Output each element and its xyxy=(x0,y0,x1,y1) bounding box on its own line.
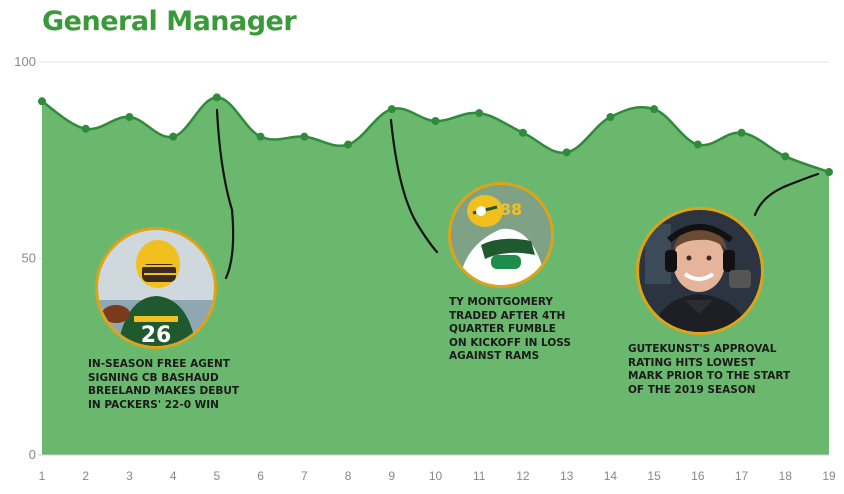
area-fill xyxy=(42,97,829,456)
breeland-photo: 26 xyxy=(95,227,217,349)
x-tick-label: 13 xyxy=(560,469,574,483)
data-point xyxy=(431,116,440,125)
x-tick-label: 1 xyxy=(39,469,46,483)
data-point xyxy=(300,132,309,141)
annotation-line: QUARTER FUMBLE xyxy=(449,323,556,335)
gm-illustration xyxy=(639,210,761,332)
x-tick-label: 8 xyxy=(345,469,352,483)
x-tick-label: 10 xyxy=(429,469,443,483)
gutekunst-photo xyxy=(636,207,764,335)
montgomery-photo: 88 xyxy=(448,182,554,288)
data-point xyxy=(125,113,134,122)
x-tick-label: 3 xyxy=(126,469,133,483)
y-tick-label: 50 xyxy=(22,251,36,266)
annotation-line: IN-SEASON FREE AGENT xyxy=(88,358,230,370)
data-point xyxy=(387,105,396,114)
data-point xyxy=(475,109,484,118)
data-point xyxy=(212,93,221,102)
annotation-line: IN PACKERS' 22-0 WIN xyxy=(88,398,219,411)
data-point xyxy=(256,132,265,141)
y-tick-label: 100 xyxy=(14,54,36,69)
data-point xyxy=(606,113,615,122)
annotation-breeland: IN-SEASON FREE AGENT SIGNING CB BASHAUD … xyxy=(88,358,239,412)
data-point xyxy=(38,97,46,106)
annotation-pointers xyxy=(215,108,820,280)
y-tick-label: 0 xyxy=(29,447,36,462)
data-point xyxy=(650,105,659,114)
y-axis: 0 50 100 xyxy=(14,54,36,462)
annotation-line: TRADED AFTER 4TH xyxy=(449,309,566,322)
data-point xyxy=(169,132,178,141)
chart-title: General Manager xyxy=(42,6,297,37)
jersey-number: 88 xyxy=(500,200,522,219)
x-tick-label: 19 xyxy=(822,469,836,483)
annotation-pointer xyxy=(215,108,235,280)
x-tick-label: 12 xyxy=(516,469,530,483)
annotation-line: SIGNING CB BASHAUD xyxy=(88,371,219,384)
x-tick-label: 18 xyxy=(779,469,793,483)
annotation-line: GUTEKUNST'S APPROVAL xyxy=(628,343,777,355)
data-point xyxy=(562,148,571,157)
x-tick-label: 17 xyxy=(735,469,749,483)
x-tick-label: 4 xyxy=(170,469,177,483)
annotation-pointer xyxy=(389,118,439,254)
x-tick-label: 2 xyxy=(82,469,89,483)
x-tick-label: 9 xyxy=(388,469,395,483)
annotation-line: OF THE 2019 SEASON xyxy=(628,383,756,396)
data-point xyxy=(344,140,353,149)
data-point xyxy=(737,128,746,137)
x-tick-label: 11 xyxy=(473,469,486,483)
annotation-line: TY MONTGOMERY xyxy=(449,296,554,308)
x-axis: 1 2 3 4 5 6 7 8 9 10 11 12 13 14 15 16 17 18 19 xyxy=(38,454,836,483)
x-tick-label: 6 xyxy=(257,469,264,483)
annotation-line: RATING HITS LOWEST xyxy=(628,356,756,369)
annotation-gutekunst: GUTEKUNST'S APPROVAL RATING HITS LOWEST … xyxy=(628,343,790,397)
annotation-pointer xyxy=(753,172,820,217)
x-tick-label: 16 xyxy=(691,469,705,483)
data-point xyxy=(825,168,833,177)
x-tick-label: 15 xyxy=(647,469,661,483)
x-tick-label: 7 xyxy=(301,469,308,483)
x-tick-label: 14 xyxy=(604,469,618,483)
annotation-line: ON KICKOFF IN LOSS xyxy=(449,336,571,349)
data-point xyxy=(518,128,527,137)
jersey-number: 26 xyxy=(141,323,172,346)
annotation-line: BREELAND MAKES DEBUT xyxy=(88,385,240,397)
data-point xyxy=(693,140,702,149)
player-26-illustration: 26 xyxy=(98,230,214,346)
annotation-line: AGAINST RAMS xyxy=(449,350,540,362)
data-point xyxy=(81,124,90,133)
annotation-line: MARK PRIOR TO THE START xyxy=(628,370,791,382)
player-88-illustration: 88 xyxy=(451,185,551,285)
data-point xyxy=(781,152,790,161)
data-points xyxy=(38,93,833,177)
x-tick-label: 5 xyxy=(214,469,221,483)
annotation-montgomery: TY MONTGOMERY TRADED AFTER 4TH QUARTER F… xyxy=(449,296,571,364)
